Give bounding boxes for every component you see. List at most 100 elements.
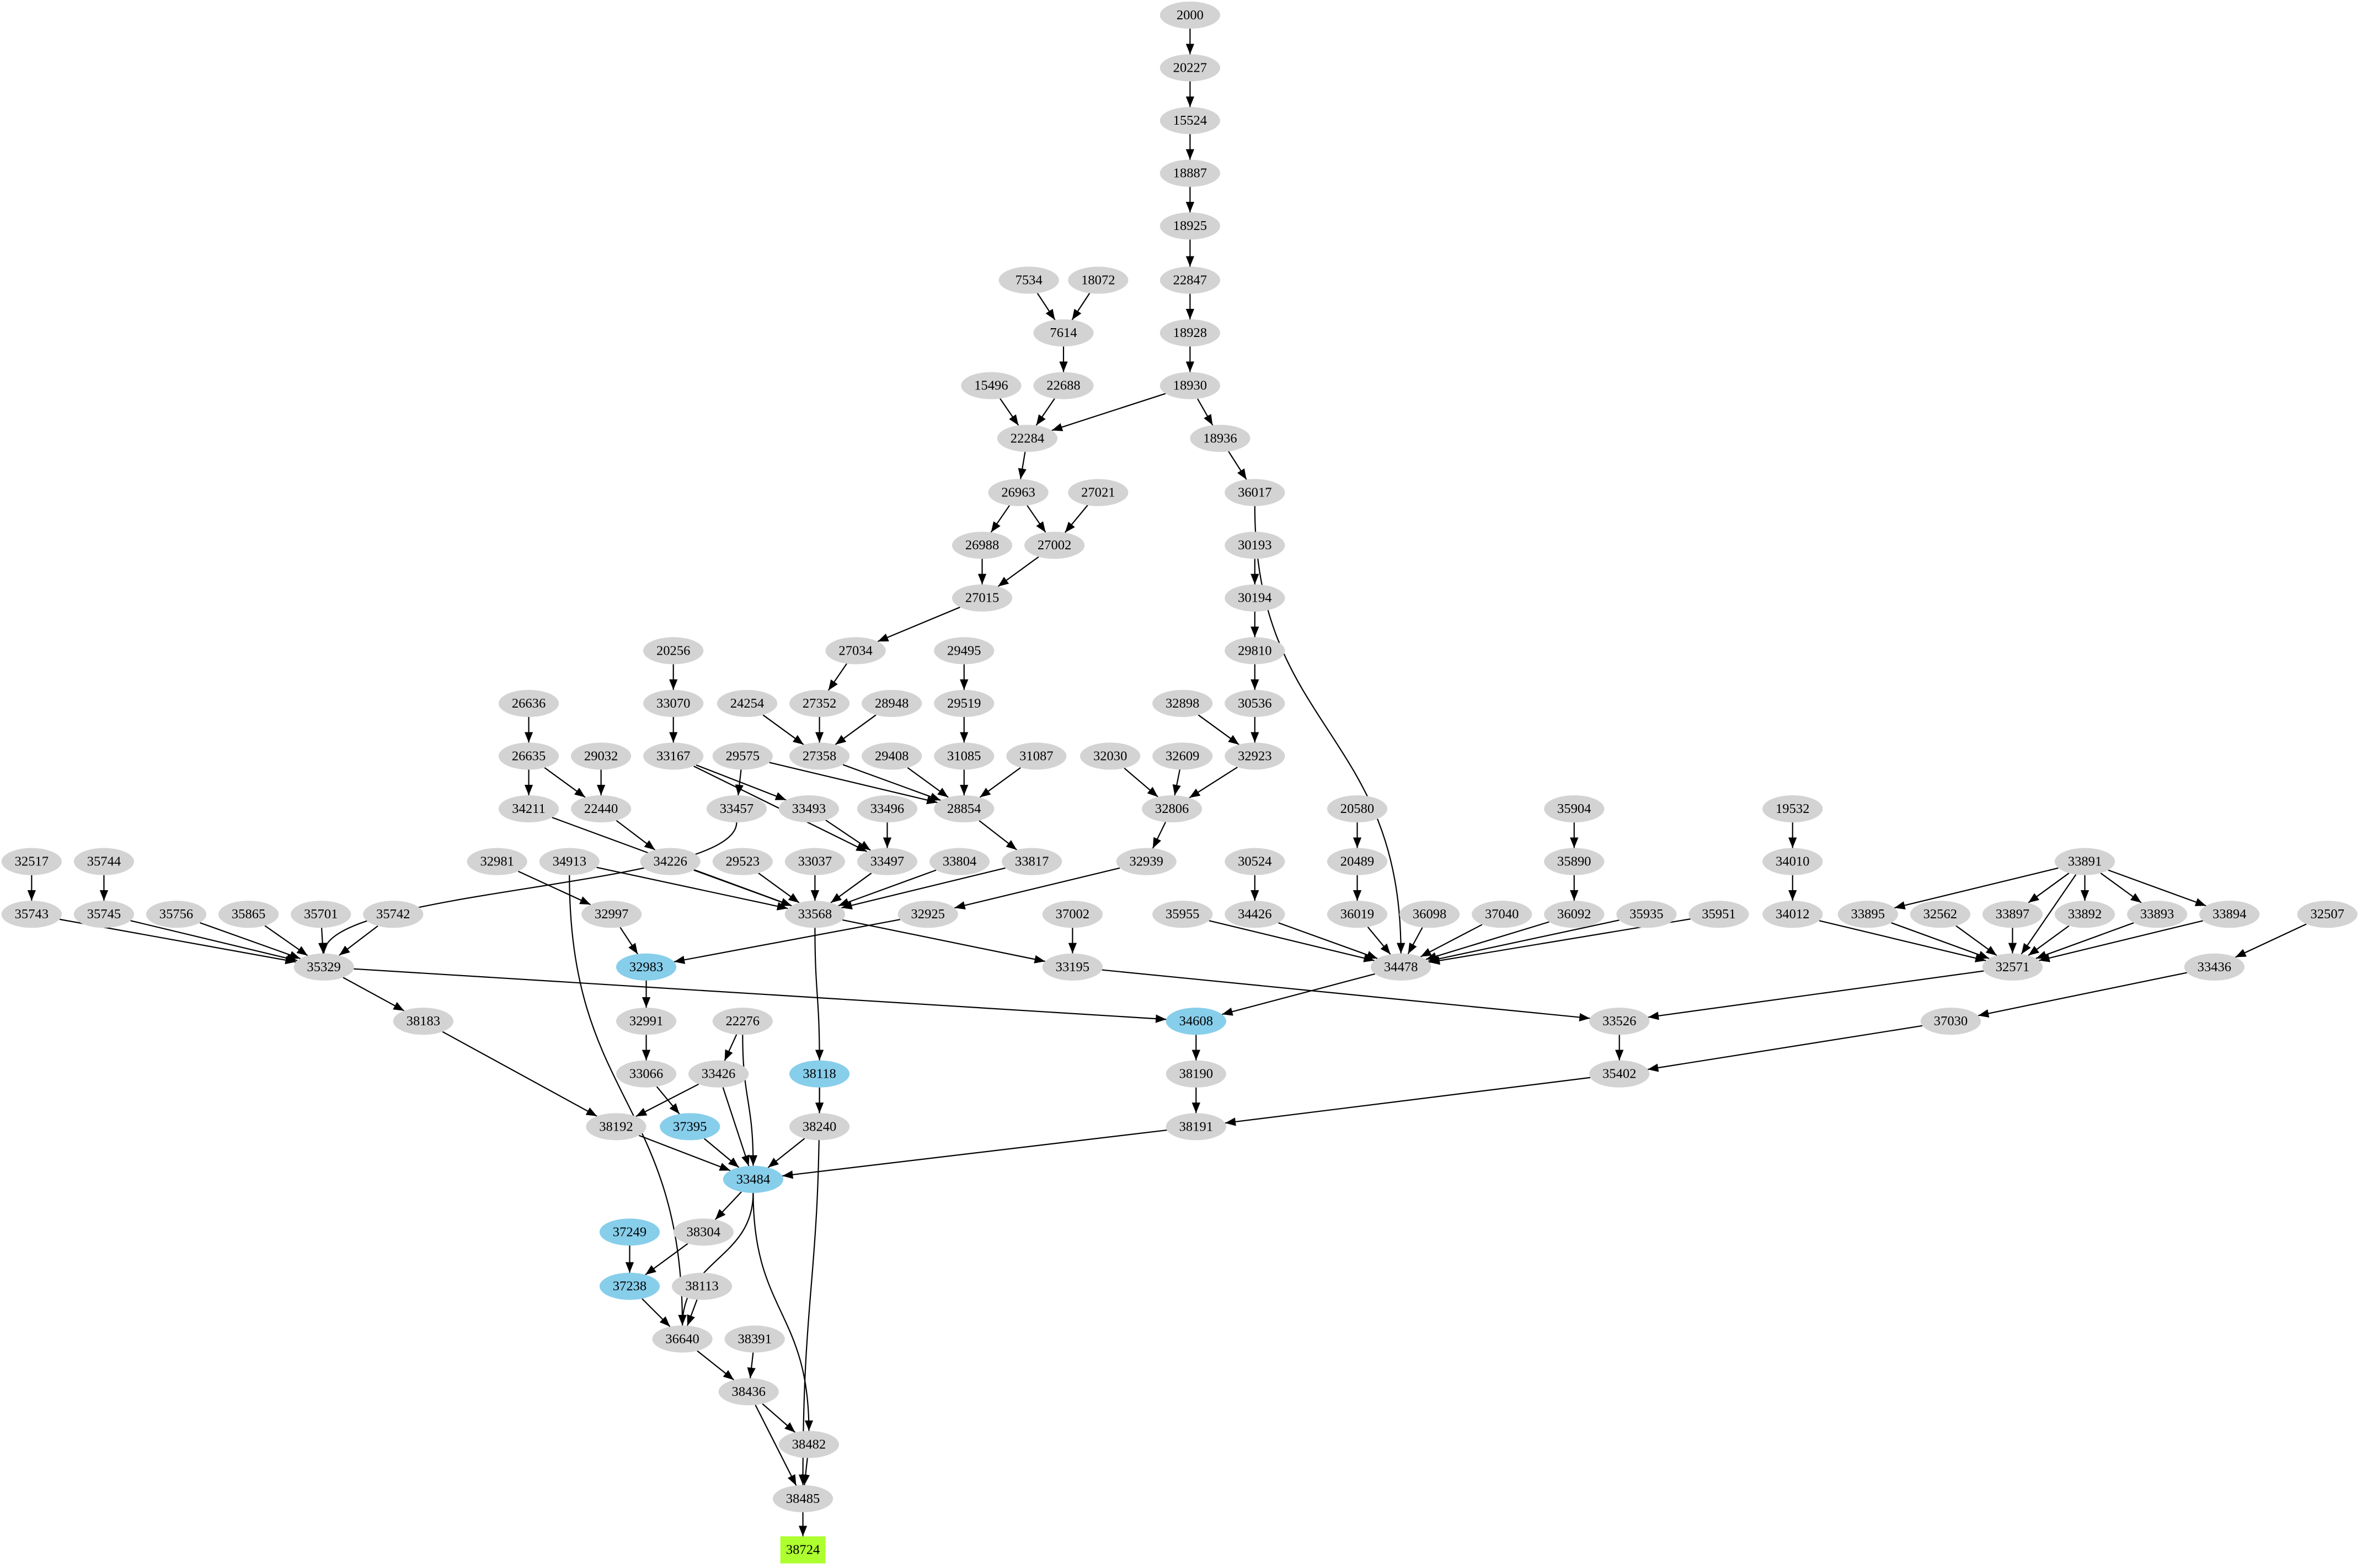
node-shape [1225,848,1285,875]
node-label: 27021 [1081,485,1115,500]
node-label: 35742 [376,907,410,922]
edge [1000,398,1019,426]
node-label: 35745 [87,907,121,922]
node: 18925 [1159,212,1221,240]
node: 7534 [998,266,1059,294]
node-label: 36017 [1238,485,1271,500]
node: 38191 [1166,1113,1226,1141]
node: 36098 [1399,901,1460,928]
node-label: 32030 [1093,748,1127,763]
node-shape [934,637,995,665]
edge [979,820,1017,850]
node: 15496 [961,372,1022,399]
node-shape [706,795,767,823]
node-shape [1225,637,1285,665]
node-shape [778,795,840,823]
node-label: 26636 [512,696,546,711]
node: 22284 [997,425,1058,452]
edge [703,1138,740,1168]
node-label: 18928 [1173,325,1207,340]
edge [1955,925,1997,956]
node: 33893 [2126,901,2188,928]
node-label: 27358 [803,748,836,763]
node: 38304 [673,1218,734,1246]
node: 32939 [1116,848,1177,875]
edge [1891,922,1990,959]
edge [1172,769,1181,796]
node-shape [862,689,922,717]
edge [2035,922,2134,959]
edge [1051,393,1166,431]
node: 22440 [570,795,632,823]
node-label: 7534 [1016,273,1043,288]
edge [687,1299,698,1326]
edge [801,1458,810,1485]
node-label: 30536 [1238,696,1271,711]
edge [1197,398,1214,426]
edge [1064,505,1088,533]
node: 18930 [1159,372,1221,399]
edge [596,866,788,911]
node: 34913 [539,848,600,875]
node-shape [934,689,995,717]
edge [1819,920,1986,962]
edge [838,869,937,907]
edge [2100,873,2142,903]
node-label: 33484 [736,1172,770,1187]
node-label: 36640 [665,1331,699,1346]
node-label: 35951 [1702,907,1735,922]
node-shape [1166,1008,1226,1035]
node-label: 35935 [1629,907,1663,922]
node-label: 38485 [786,1491,820,1506]
node-shape [1159,1,1221,29]
node-label: 33493 [792,801,826,816]
node-label: 38482 [792,1437,826,1452]
node: 33167 [643,742,704,770]
node-label: 2000 [1177,8,1204,23]
node-shape [643,637,704,665]
edge [2028,873,2070,903]
edge [1228,451,1247,480]
node: 29495 [934,637,995,665]
edge [635,1083,699,1117]
node: 7614 [1033,319,1094,347]
node-shape [789,1060,850,1088]
node-label: 34426 [1238,907,1271,922]
node-shape [599,1272,660,1300]
node: 29032 [570,742,632,770]
node-shape [1225,584,1285,612]
edge [2235,923,2307,958]
node-label: 34211 [512,801,546,816]
node: 37030 [1920,1008,1981,1035]
node: 35890 [1544,848,1605,875]
edge [752,1192,814,1431]
edge [769,762,938,805]
edge [907,767,949,798]
node-label: 32609 [1166,748,1199,763]
edge [619,927,638,955]
node-shape [1472,901,1532,928]
edge [1152,822,1166,849]
node: 38113 [671,1272,733,1300]
node-label: 32925 [911,907,945,922]
node-shape [1152,689,1213,717]
node-label: 38118 [803,1067,836,1082]
node-label: 38191 [1179,1119,1213,1134]
node-label: 38391 [738,1331,771,1346]
edge [762,1403,796,1433]
node: 18936 [1190,425,1251,452]
node: 38190 [1166,1060,1226,1088]
node-label: 32939 [1129,854,1163,869]
node-shape [1327,795,1388,823]
node-shape [2054,848,2115,875]
node-shape [660,1113,720,1141]
node: 37249 [599,1218,660,1246]
node-label: 30193 [1238,538,1271,553]
node-label: 33568 [798,907,832,922]
edge [1425,921,1549,961]
node-label: 22688 [1046,378,1080,393]
node-shape [1225,532,1285,559]
edge [2028,925,2070,956]
node: 33497 [857,848,918,875]
edge [1420,924,1483,957]
